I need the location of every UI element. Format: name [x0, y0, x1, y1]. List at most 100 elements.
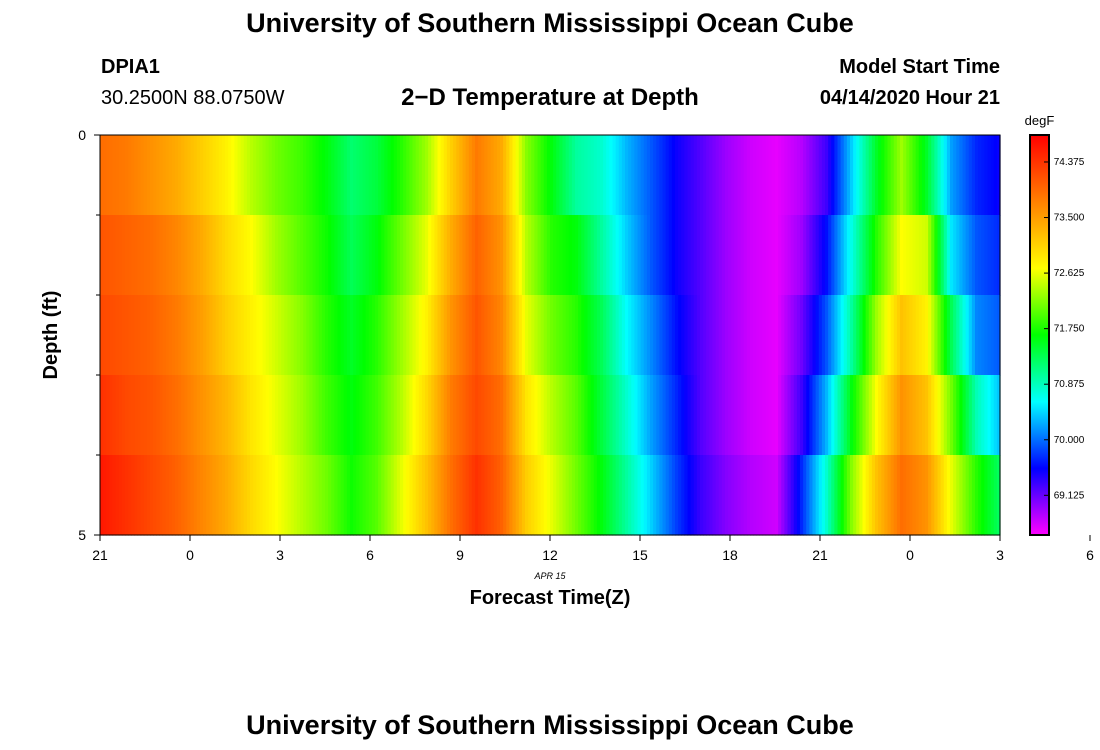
heatmap-cell — [987, 455, 992, 536]
heatmap-cell — [968, 375, 973, 456]
heatmap-cell — [709, 135, 714, 216]
heatmap-cell — [396, 215, 401, 296]
heatmap-cell — [337, 135, 342, 216]
heatmap-cell — [887, 215, 892, 296]
heatmap-cell — [803, 375, 807, 456]
heatmap-cell — [881, 455, 885, 536]
heatmap-cell — [178, 455, 182, 536]
heatmap-cell — [196, 375, 201, 456]
heatmap-cell — [768, 295, 773, 376]
heatmap-cell — [837, 295, 842, 376]
heatmap-cell — [715, 135, 720, 216]
heatmap-cell — [625, 375, 629, 456]
heatmap-cell — [934, 215, 939, 296]
heatmap-cell — [996, 135, 1001, 216]
heatmap-cell — [121, 375, 126, 456]
heatmap-cell — [206, 215, 210, 296]
heatmap-cell — [421, 135, 426, 216]
heatmap-cell — [793, 215, 798, 296]
heatmap-cell — [606, 375, 610, 456]
heatmap-cell — [953, 455, 957, 536]
heatmap-cell — [265, 375, 270, 456]
heatmap-cell — [203, 295, 207, 376]
heatmap-cell — [618, 455, 623, 536]
heatmap-cell — [334, 375, 339, 456]
heatmap-cell — [121, 215, 126, 296]
heatmap-cell — [581, 215, 585, 296]
heatmap-cell — [606, 215, 610, 296]
heatmap-cell — [331, 215, 335, 296]
heatmap-cell — [293, 375, 298, 456]
heatmap-cell — [681, 215, 685, 296]
heatmap-cell — [450, 455, 454, 536]
heatmap-cell — [221, 215, 226, 296]
heatmap-cell — [750, 375, 754, 456]
heatmap-cell — [481, 215, 485, 296]
heatmap-cell — [725, 455, 729, 536]
heatmap-cell — [340, 215, 345, 296]
heatmap-cell — [556, 135, 560, 216]
heatmap-cell — [118, 375, 123, 456]
heatmap-cell — [965, 295, 970, 376]
heatmap-cell — [128, 295, 132, 376]
heatmap-cell — [909, 215, 914, 296]
heatmap-cell — [184, 455, 189, 536]
heatmap-cell — [928, 375, 932, 456]
heatmap-cell — [165, 135, 170, 216]
heatmap-cell — [903, 455, 907, 536]
heatmap-cell — [753, 295, 757, 376]
x-tick-label: 18 — [722, 547, 738, 563]
heatmap-cell — [421, 375, 426, 456]
heatmap-cell — [831, 135, 835, 216]
heatmap-cell — [590, 295, 595, 376]
heatmap-cell — [868, 375, 873, 456]
heatmap-cell — [965, 455, 970, 536]
heatmap-cell — [637, 215, 642, 296]
heatmap-cell — [418, 375, 423, 456]
heatmap-cell — [518, 215, 523, 296]
heatmap-cell — [946, 295, 951, 376]
heatmap-cell — [403, 135, 407, 216]
heatmap-cell — [981, 135, 985, 216]
heatmap-cell — [940, 295, 945, 376]
heatmap-cell — [612, 375, 617, 456]
heatmap-cell — [134, 295, 139, 376]
heatmap-cell — [890, 295, 895, 376]
heatmap-cell — [803, 295, 807, 376]
heatmap-cell — [465, 375, 470, 456]
heatmap-cell — [118, 455, 123, 536]
heatmap-cell — [268, 295, 273, 376]
heatmap-cell — [265, 215, 270, 296]
heatmap-cell — [118, 215, 123, 296]
heatmap-cell — [981, 375, 985, 456]
heatmap-cell — [365, 295, 370, 376]
heatmap-cell — [371, 295, 376, 376]
heatmap-cell — [440, 215, 445, 296]
heatmap-cell — [256, 455, 260, 536]
heatmap-cell — [203, 135, 207, 216]
heatmap-cell — [990, 295, 995, 376]
heatmap-cell — [100, 135, 104, 216]
heatmap-cell — [581, 455, 585, 536]
heatmap-cell — [231, 375, 235, 456]
heatmap-cell — [396, 135, 401, 216]
y-axis-label: Depth (ft) — [40, 291, 62, 380]
heatmap-cell — [253, 295, 257, 376]
heatmap-cell — [743, 135, 748, 216]
heatmap-cell — [156, 135, 160, 216]
heatmap-cell — [971, 215, 976, 296]
heatmap-cell — [268, 215, 273, 296]
heatmap-cell — [721, 375, 726, 456]
heatmap-cell — [315, 455, 320, 536]
heatmap-cell — [350, 375, 354, 456]
heatmap-cell — [925, 215, 929, 296]
heatmap-cell — [106, 375, 110, 456]
heatmap-cell — [631, 375, 635, 456]
heatmap-cell — [346, 295, 351, 376]
heatmap-cell — [928, 135, 932, 216]
heatmap-cell — [496, 375, 501, 456]
heatmap-cell — [281, 295, 285, 376]
heatmap-cell — [706, 215, 710, 296]
heatmap-cell — [728, 135, 732, 216]
heatmap-cell — [853, 215, 857, 296]
